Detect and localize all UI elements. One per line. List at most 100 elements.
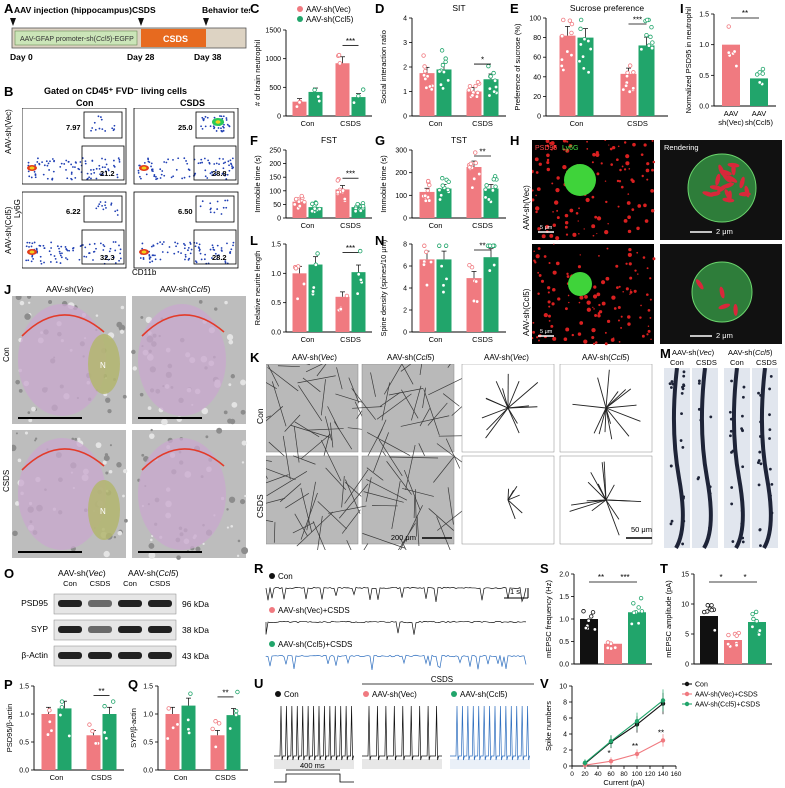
chartI-dot xyxy=(760,66,766,72)
neurite xyxy=(378,439,403,477)
flow-event xyxy=(222,162,225,165)
psd95-puncta xyxy=(557,297,561,301)
psd95-puncta xyxy=(646,178,649,181)
panel-label-a: A xyxy=(4,1,14,16)
psd95-puncta xyxy=(556,216,560,220)
psd95-puncta xyxy=(605,200,608,204)
spine xyxy=(729,429,733,433)
psd95-puncta xyxy=(562,164,567,170)
neuron-tile xyxy=(361,364,455,453)
flow-event xyxy=(37,157,39,160)
flow-event xyxy=(104,170,107,173)
flow-event xyxy=(204,125,207,128)
chartS-dot xyxy=(636,621,641,626)
chartL-bar xyxy=(292,273,307,332)
chartD-dot xyxy=(422,69,428,74)
flow-event xyxy=(148,258,151,260)
chartI-xlabel: AAV xyxy=(724,109,738,118)
chartD-dot xyxy=(492,89,497,94)
chartE-dot xyxy=(580,54,586,59)
psd95-puncta xyxy=(625,287,629,291)
chartV-ytick-label: 4 xyxy=(563,732,567,739)
flow-event xyxy=(190,248,193,251)
chartT-bar xyxy=(700,616,718,664)
scale-label: 5 μm xyxy=(540,225,553,231)
legend-vec-marker xyxy=(297,6,303,12)
spine xyxy=(697,379,701,383)
em-texture xyxy=(231,401,238,408)
flow-event xyxy=(213,116,216,119)
psd95-puncta xyxy=(629,289,632,291)
trace-legend-label: Con xyxy=(278,572,293,581)
chartC-ytick-label: 1500 xyxy=(265,28,281,35)
chartF-ytick-label: 150 xyxy=(269,175,281,182)
chartF-xlabel: CSDS xyxy=(340,221,361,230)
psd95-puncta xyxy=(646,267,649,270)
neurite xyxy=(366,479,408,501)
psd95-puncta xyxy=(649,298,652,301)
neurite xyxy=(266,460,272,462)
flow-event xyxy=(42,244,45,247)
neurite xyxy=(419,408,431,427)
chartV-point xyxy=(660,738,666,743)
psd95-puncta xyxy=(579,295,584,300)
flow-event xyxy=(177,157,180,160)
psd95-puncta xyxy=(636,226,640,231)
chartF-dot xyxy=(293,196,299,202)
flow-event xyxy=(102,173,104,176)
flow-event xyxy=(232,241,235,244)
chartN-dot xyxy=(441,289,446,295)
flow-event xyxy=(95,167,98,170)
flow-event xyxy=(148,161,151,164)
psd95-puncta xyxy=(650,188,655,193)
em-col-ccl5: AAV-sh(Ccl5) xyxy=(160,284,211,294)
neurite xyxy=(344,469,369,504)
spine xyxy=(670,519,674,523)
chartE-dot xyxy=(649,24,654,30)
flow-event xyxy=(145,173,148,176)
em-texture xyxy=(122,468,128,474)
psd95-puncta xyxy=(634,269,637,272)
chartL-bar xyxy=(308,264,323,332)
trace-legend-marker xyxy=(269,641,275,647)
neurite xyxy=(383,364,403,395)
chartG-ytick-label: 300 xyxy=(395,148,407,155)
em-texture xyxy=(216,427,223,434)
panel-e-chart: Sucrose preference Preference of sucrose … xyxy=(513,3,668,128)
chartG-dot xyxy=(427,198,432,203)
chartG-dot xyxy=(467,165,472,170)
psd95-puncta xyxy=(565,233,569,236)
flow-event xyxy=(225,206,228,209)
chartF-ytick-label: 100 xyxy=(269,188,281,195)
psd95-puncta xyxy=(640,304,642,307)
wb-kda-label: 38 kDa xyxy=(182,625,209,635)
flow-event xyxy=(174,241,177,244)
flow-event xyxy=(116,173,119,176)
neurite xyxy=(486,398,509,409)
chartV-legend-marker xyxy=(684,701,690,707)
neurite xyxy=(282,435,291,480)
flow-event xyxy=(99,173,102,176)
chartF-dot xyxy=(296,199,302,204)
psd95-puncta xyxy=(548,319,551,322)
psd95-puncta xyxy=(606,247,609,250)
flow-event xyxy=(206,116,209,119)
flow-event xyxy=(27,170,30,173)
psd95-puncta xyxy=(592,342,596,345)
chartF-title: FST xyxy=(321,135,337,145)
flow-event xyxy=(149,261,151,264)
flow-event xyxy=(114,262,117,264)
chartE-dot xyxy=(623,83,629,88)
neurite xyxy=(296,511,334,547)
chartG-dot xyxy=(437,187,442,193)
chartN-dot xyxy=(437,243,442,248)
psd95-puncta xyxy=(547,291,550,294)
psd95-puncta xyxy=(532,321,535,324)
chartN-dot xyxy=(487,243,493,248)
chartV-xtick-label: 140 xyxy=(658,771,669,778)
chartE-xlabel: Con xyxy=(570,119,584,128)
neurite xyxy=(507,488,510,501)
chartC-dot xyxy=(337,61,343,66)
em-texture xyxy=(241,461,245,464)
chartI-ytick-label: 1.5 xyxy=(699,12,709,19)
